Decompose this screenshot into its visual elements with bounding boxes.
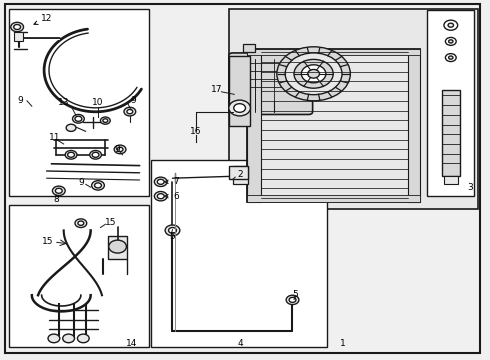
Text: 13: 13 (58, 98, 70, 107)
Text: 1: 1 (340, 339, 346, 348)
Text: 2: 2 (237, 170, 243, 179)
Circle shape (449, 40, 453, 43)
Circle shape (117, 147, 123, 152)
Bar (247, 195, 420, 202)
Circle shape (165, 225, 180, 236)
Bar (14, 32, 23, 41)
Circle shape (157, 179, 164, 184)
Circle shape (73, 114, 84, 123)
Text: 8: 8 (53, 195, 59, 204)
Text: 4: 4 (237, 339, 243, 348)
Circle shape (92, 152, 99, 157)
Circle shape (308, 69, 319, 78)
FancyBboxPatch shape (229, 53, 313, 114)
Circle shape (68, 152, 74, 157)
Bar (151, 160, 327, 347)
Bar (229, 56, 250, 126)
Text: 5: 5 (293, 289, 298, 298)
Bar (243, 44, 255, 52)
Text: 6: 6 (165, 192, 179, 201)
Bar (442, 90, 460, 176)
Bar (247, 49, 261, 202)
Circle shape (65, 150, 77, 159)
Circle shape (78, 221, 84, 225)
Bar (108, 236, 127, 259)
Text: 9: 9 (78, 178, 84, 187)
Circle shape (100, 117, 110, 124)
Text: 9: 9 (130, 95, 136, 104)
Circle shape (48, 334, 60, 343)
Text: 5: 5 (170, 233, 175, 242)
Bar (9, 9, 149, 196)
Circle shape (289, 297, 296, 302)
Circle shape (52, 186, 65, 195)
Text: 17: 17 (211, 85, 222, 94)
Circle shape (109, 240, 126, 253)
Circle shape (66, 124, 76, 131)
Bar (427, 10, 474, 196)
Bar (247, 49, 420, 202)
Text: 9: 9 (115, 145, 121, 154)
Circle shape (11, 22, 24, 32)
Circle shape (90, 150, 101, 159)
Text: 7: 7 (165, 177, 179, 186)
Circle shape (229, 100, 250, 116)
Circle shape (95, 183, 101, 188)
Text: 14: 14 (125, 339, 137, 348)
Circle shape (75, 219, 87, 228)
Circle shape (285, 53, 342, 95)
Text: 12: 12 (34, 14, 52, 24)
Circle shape (63, 334, 74, 343)
Circle shape (92, 181, 104, 190)
Bar (229, 9, 478, 209)
Circle shape (75, 116, 82, 121)
Circle shape (103, 119, 108, 122)
Text: 10: 10 (92, 98, 104, 107)
Text: 15: 15 (42, 238, 53, 247)
Bar (233, 166, 248, 184)
Circle shape (154, 192, 167, 201)
Text: 16: 16 (190, 127, 202, 136)
Circle shape (444, 20, 458, 30)
Bar (408, 49, 420, 202)
Circle shape (448, 23, 454, 27)
Circle shape (114, 145, 126, 154)
Text: 3: 3 (467, 183, 473, 192)
Circle shape (127, 109, 133, 114)
Circle shape (234, 104, 245, 112)
Circle shape (277, 47, 350, 101)
Circle shape (301, 65, 326, 83)
Circle shape (286, 295, 299, 305)
Circle shape (449, 56, 453, 59)
Bar (444, 176, 458, 184)
Text: 11: 11 (49, 133, 61, 142)
Circle shape (55, 188, 62, 193)
Text: 9: 9 (18, 96, 24, 105)
Circle shape (14, 24, 21, 30)
Bar (229, 166, 248, 179)
Circle shape (77, 334, 89, 343)
Circle shape (157, 194, 164, 199)
Circle shape (445, 37, 456, 45)
Circle shape (294, 59, 333, 88)
Bar (9, 205, 149, 347)
Text: 15: 15 (104, 217, 116, 227)
Circle shape (124, 107, 136, 116)
Bar (247, 49, 420, 55)
Circle shape (154, 177, 167, 186)
Circle shape (169, 228, 176, 233)
Circle shape (445, 54, 456, 62)
